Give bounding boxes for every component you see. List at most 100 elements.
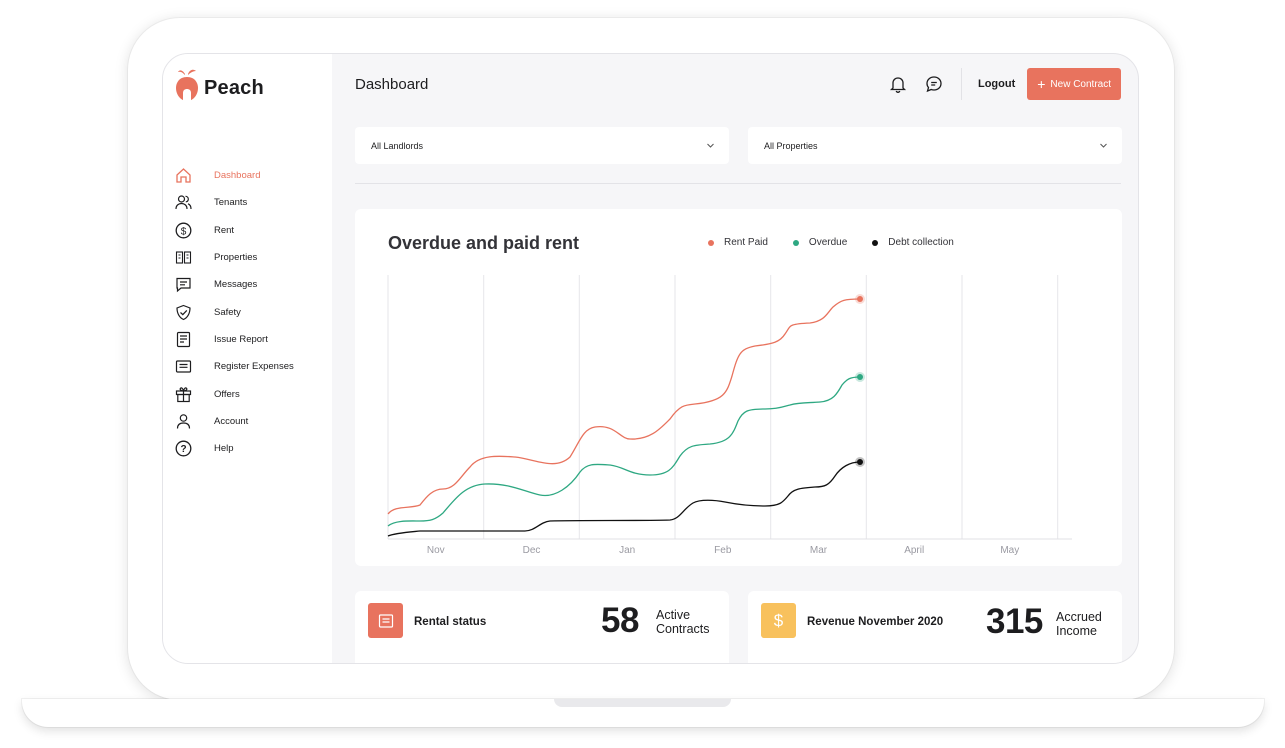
sidebar-item-label: Rent — [214, 224, 235, 236]
app-screen: Peach Dashboard Tenants $ — [162, 53, 1139, 664]
sidebar-item-label: Issue Report — [214, 333, 268, 345]
marker-rent-paid[interactable] — [857, 296, 863, 302]
svg-text:?: ? — [180, 444, 186, 455]
home-icon — [175, 167, 192, 184]
chat-icon[interactable] — [923, 73, 945, 95]
new-contract-button[interactable]: + New Contract — [1027, 68, 1121, 100]
sidebar-nav: Dashboard Tenants $ Rent — [163, 162, 332, 462]
section-divider — [355, 183, 1121, 184]
sidebar-item-label: Properties — [214, 252, 258, 264]
grid — [387, 275, 1072, 540]
active-contracts-count: 58 — [601, 601, 639, 640]
property-select-value: All Properties — [764, 140, 818, 151]
sidebar-item-help[interactable]: ? Help — [163, 435, 332, 462]
active-contracts-label-line1: Active — [656, 608, 691, 622]
receipt-icon — [175, 358, 192, 375]
legend-dot — [792, 239, 799, 246]
legend-item-overdue[interactable]: Overdue — [792, 237, 848, 248]
user-icon — [175, 413, 192, 430]
chevron-down-icon — [1099, 141, 1108, 152]
gift-icon — [175, 386, 192, 403]
header-divider — [960, 68, 962, 100]
accrued-income-label-line2: Income — [1056, 624, 1097, 638]
x-tick-label: Jan — [619, 545, 635, 556]
logo[interactable]: Peach — [176, 68, 264, 102]
accrued-income-value: 315 — [986, 602, 1043, 641]
page-title: Dashboard — [355, 76, 429, 93]
sidebar-item-rent[interactable]: $ Rent — [163, 217, 332, 244]
sidebar-item-label: Register Expenses — [214, 361, 294, 373]
active-contracts-label-line2: Contracts — [656, 622, 710, 636]
peach-logo-icon — [176, 69, 198, 101]
series-end-markers — [855, 294, 865, 467]
sidebar-item-dashboard[interactable]: Dashboard — [163, 162, 332, 189]
series-line-overdue — [387, 376, 861, 527]
message-icon — [175, 276, 192, 293]
x-tick-labels: Nov Dec Jan Feb Mar April May — [427, 545, 1019, 556]
rental-status-card[interactable]: Rental status 58 Active Contracts — [355, 591, 729, 663]
dollar-glyph: $ — [773, 610, 784, 630]
chevron-down-icon — [706, 141, 715, 152]
legend-label: Overdue — [808, 237, 848, 248]
building-icon — [175, 249, 192, 266]
legend-label: Rent Paid — [724, 237, 768, 248]
x-tick-label: April — [904, 545, 924, 556]
x-tick-label: Mar — [810, 545, 828, 556]
sidebar-item-register-expenses[interactable]: Register Expenses — [163, 353, 332, 380]
marker-debt-collection[interactable] — [857, 459, 863, 465]
x-tick-label: Dec — [523, 545, 541, 556]
sidebar-item-issue-report[interactable]: Issue Report — [163, 326, 332, 353]
sidebar-item-label: Account — [214, 415, 249, 427]
sidebar-item-label: Dashboard — [214, 170, 261, 182]
sidebar-item-safety[interactable]: Safety — [163, 298, 332, 325]
line-chart: Nov Dec Jan Feb Mar April May — [387, 275, 1072, 556]
dollar-icon: $ — [761, 603, 796, 638]
marker-overdue[interactable] — [857, 374, 863, 380]
legend-dot — [708, 239, 714, 246]
property-select[interactable]: All Properties — [748, 127, 1122, 164]
sidebar: Peach Dashboard Tenants $ — [163, 54, 332, 663]
legend-item-debt-collection[interactable]: Debt collection — [872, 237, 954, 248]
x-tick-label: Nov — [427, 545, 445, 556]
header-actions: Logout + New Contract — [873, 68, 1121, 100]
landlord-select-value: All Landlords — [371, 140, 424, 151]
document-icon — [175, 331, 192, 348]
bell-icon[interactable] — [887, 73, 909, 95]
sidebar-item-label: Tenants — [214, 197, 248, 209]
x-tick-label: May — [1000, 545, 1019, 556]
svg-text:$: $ — [181, 226, 187, 237]
sidebar-item-label: Messages — [214, 279, 258, 291]
x-tick-label: Feb — [714, 545, 732, 556]
revenue-card[interactable]: $ Revenue November 2020 315 Accrued Inco… — [748, 591, 1122, 663]
users-icon — [175, 194, 192, 211]
sidebar-item-label: Safety — [214, 306, 241, 318]
logout-button[interactable]: Logout — [977, 78, 1016, 90]
revenue-title: Revenue November 2020 — [807, 616, 944, 628]
sidebar-item-label: Offers — [214, 388, 240, 400]
sidebar-item-label: Help — [214, 443, 234, 455]
sidebar-item-offers[interactable]: Offers — [163, 380, 332, 407]
sidebar-item-messages[interactable]: Messages — [163, 271, 332, 298]
dollar-icon: $ — [175, 222, 192, 239]
legend-label: Debt collection — [888, 237, 954, 248]
chart-title: Overdue and paid rent — [388, 233, 580, 253]
rent-chart-card: Overdue and paid rent Rent Paid Overdue … — [355, 209, 1122, 566]
sidebar-item-properties[interactable]: Properties — [163, 244, 332, 271]
app-name: Peach — [204, 77, 264, 99]
sidebar-item-tenants[interactable]: Tenants — [163, 189, 332, 216]
rental-status-title: Rental status — [414, 616, 487, 628]
legend-dot — [872, 239, 879, 246]
series-line-debt-collection — [387, 461, 861, 537]
landlord-select[interactable]: All Landlords — [355, 127, 729, 164]
legend-item-rent-paid[interactable]: Rent Paid — [708, 237, 768, 248]
sidebar-item-account[interactable]: Account — [163, 408, 332, 435]
series-line-rent-paid — [387, 298, 861, 515]
accrued-income-label-line1: Accrued — [1056, 610, 1102, 624]
shield-icon — [175, 304, 192, 321]
receipt-icon — [368, 603, 403, 638]
main-content: Dashboard Logout + New Contract All Land… — [332, 54, 1138, 663]
plus-icon: + — [1037, 76, 1046, 92]
chart-legend: Rent Paid Overdue Debt collection — [708, 237, 979, 248]
laptop-notch — [554, 699, 731, 707]
